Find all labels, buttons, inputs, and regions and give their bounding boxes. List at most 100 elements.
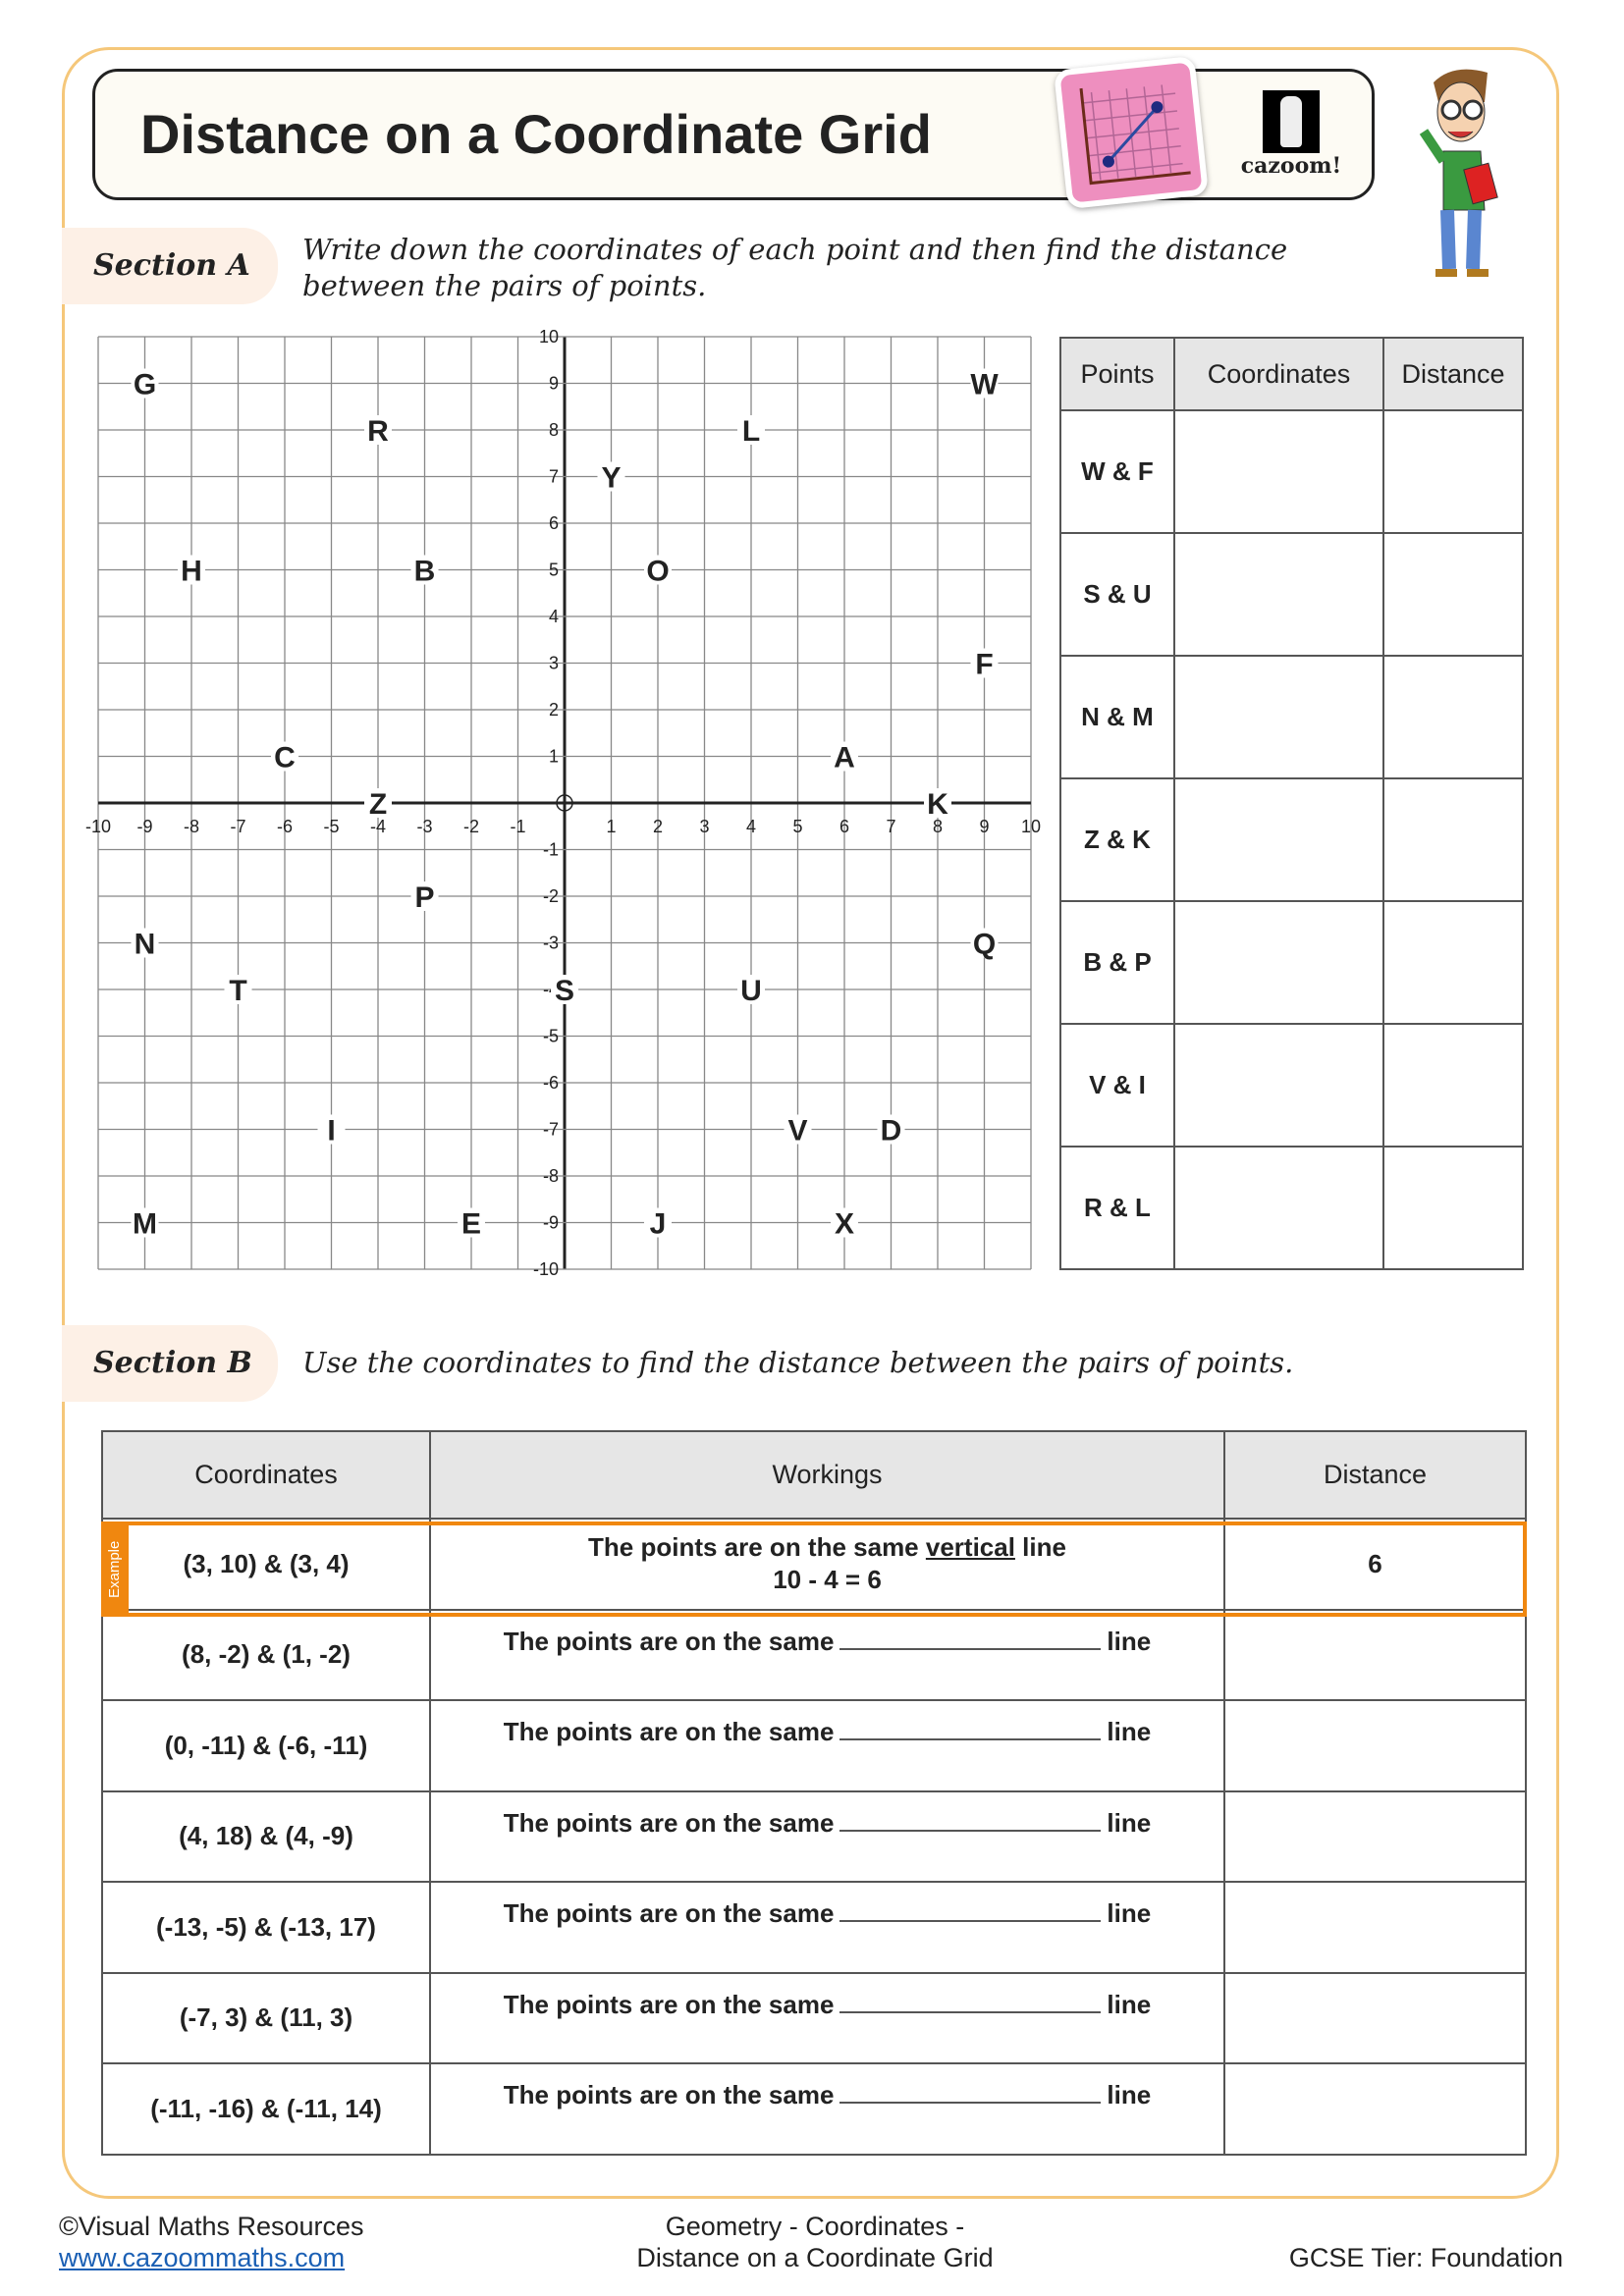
point-label-background xyxy=(924,788,951,818)
distance-answer-cell[interactable] xyxy=(1223,1881,1527,1974)
workings-cell[interactable]: The points are on the same line xyxy=(429,1971,1225,2064)
x-tick-label: -6 xyxy=(277,817,293,836)
point-K: K xyxy=(927,788,948,821)
answer-blank[interactable] xyxy=(839,1808,1102,1832)
y-tick-label: 3 xyxy=(549,654,559,673)
workings-cell[interactable]: The points are on the same line xyxy=(429,1881,1225,1974)
x-tick-label: -7 xyxy=(230,817,245,836)
question-row: (-13, -5) & (-13, 17) The points are on … xyxy=(101,1881,1527,1974)
point-J: J xyxy=(650,1208,667,1241)
y-tick-label: -9 xyxy=(543,1213,559,1233)
distance-answer-cell[interactable] xyxy=(1223,1789,1527,1883)
point-label-background xyxy=(410,881,439,911)
distance-answer-cell[interactable] xyxy=(1382,900,1524,1025)
y-tick-label: -3 xyxy=(543,934,559,953)
coordinates-answer-cell[interactable] xyxy=(1173,1146,1384,1270)
point-label-background xyxy=(551,975,578,1004)
distance-answer-cell[interactable] xyxy=(1382,1146,1524,1270)
x-tick-label: 10 xyxy=(1021,817,1041,836)
example-text: The points are on the same xyxy=(588,1532,926,1563)
footer-website-link[interactable]: www.cazoommaths.com xyxy=(59,2243,346,2272)
coordinates-answer-cell[interactable] xyxy=(1173,1023,1384,1148)
coordinates-answer-cell[interactable] xyxy=(1173,900,1384,1025)
workings-cell[interactable]: The points are on the same line xyxy=(429,1608,1225,1701)
distance-answer-cell[interactable] xyxy=(1382,777,1524,902)
prompt-text: line xyxy=(1107,1989,1152,2019)
prompt-text: The points are on the same xyxy=(503,1898,835,1928)
header-coordinates: Coordinates xyxy=(1173,337,1384,411)
answer-blank[interactable] xyxy=(839,1898,1102,1922)
points-pair: N & M xyxy=(1059,655,1175,779)
point-label-background xyxy=(970,928,999,958)
coordinates-answer-cell[interactable] xyxy=(1173,655,1384,779)
prompt-text: The points are on the same xyxy=(503,1626,835,1656)
x-tick-label: 4 xyxy=(746,817,756,836)
footer-topic-line2: Distance on a Coordinate Grid xyxy=(636,2243,994,2272)
point-M: M xyxy=(133,1208,157,1241)
point-label-background xyxy=(224,975,252,1004)
answer-blank[interactable] xyxy=(839,1990,1102,2013)
y-tick-label: -7 xyxy=(543,1120,559,1140)
point-label-background xyxy=(131,368,159,399)
question-coordinates: (4, 18) & (4, -9) xyxy=(101,1789,431,1883)
distance-answer-cell[interactable] xyxy=(1223,2062,1527,2156)
footer-topic: Geometry - Coordinates - Distance on a C… xyxy=(569,2211,1060,2273)
question-row: (-7, 3) & (11, 3) The points are on the … xyxy=(101,1971,1527,2064)
answer-blank[interactable] xyxy=(839,1717,1102,1740)
distance-answer-cell[interactable] xyxy=(1382,409,1524,534)
y-tick-label: 7 xyxy=(549,467,559,487)
y-tick-label: 9 xyxy=(549,374,559,394)
distance-answer-cell[interactable] xyxy=(1223,1971,1527,2064)
point-Z: Z xyxy=(369,788,387,821)
x-tick-label: -4 xyxy=(370,817,386,836)
point-C: C xyxy=(274,742,296,774)
answer-blank[interactable] xyxy=(839,2080,1102,2104)
points-row: S & U xyxy=(1059,532,1524,657)
y-tick-label: -10 xyxy=(533,1259,559,1279)
point-label-background xyxy=(784,1114,812,1145)
distance-answer-cell[interactable] xyxy=(1223,1699,1527,1792)
point-U: U xyxy=(740,975,762,1007)
point-G: G xyxy=(134,369,156,401)
prompt-text: The points are on the same xyxy=(503,2080,835,2109)
question-coordinates: (-11, -16) & (-11, 14) xyxy=(101,2062,431,2156)
prompt-text: line xyxy=(1107,1626,1152,1656)
point-label-background xyxy=(317,1114,346,1145)
distance-answer-cell[interactable] xyxy=(1382,532,1524,657)
workings-cell[interactable]: The points are on the same line xyxy=(429,2062,1225,2156)
coordinates-answer-cell[interactable] xyxy=(1173,777,1384,902)
point-Y: Y xyxy=(601,462,621,495)
coordinates-answer-cell[interactable] xyxy=(1173,409,1384,534)
y-tick-label: -1 xyxy=(543,840,559,860)
section-a-instruction: Write down the coordinates of each point… xyxy=(302,233,1288,302)
point-S: S xyxy=(555,975,574,1007)
x-tick-label: 7 xyxy=(886,817,895,836)
prompt-text: line xyxy=(1107,1898,1152,1928)
distance-answer-cell[interactable] xyxy=(1382,655,1524,779)
prompt-text: The points are on the same xyxy=(503,1717,835,1746)
points-pair: W & F xyxy=(1059,409,1175,534)
question-coordinates: (0, -11) & (-6, -11) xyxy=(101,1699,431,1792)
workings-cell[interactable]: The points are on the same line xyxy=(429,1789,1225,1883)
question-coordinates: (-7, 3) & (11, 3) xyxy=(101,1971,431,2064)
coordinate-graph-icon xyxy=(1053,55,1210,210)
point-A: A xyxy=(834,742,855,774)
answer-blank[interactable] xyxy=(839,1627,1102,1650)
distance-answer-cell[interactable] xyxy=(1382,1023,1524,1148)
footer-tier: GCSE Tier: Foundation xyxy=(1288,2243,1563,2272)
prompt-text: The points are on the same xyxy=(503,1989,835,2019)
example-answer-word: vertical xyxy=(925,1532,1015,1563)
y-tick-label: -5 xyxy=(543,1027,559,1046)
workings-cell[interactable]: The points are on the same line xyxy=(429,1699,1225,1792)
x-tick-label: -2 xyxy=(463,817,479,836)
point-label-background xyxy=(831,1207,858,1238)
points-row: W & F xyxy=(1059,409,1524,534)
footer-topic-line1: Geometry - Coordinates - xyxy=(665,2212,965,2241)
example-distance: 6 xyxy=(1223,1518,1527,1611)
distance-answer-cell[interactable] xyxy=(1223,1608,1527,1701)
point-label-background xyxy=(970,648,999,678)
points-row: Z & K xyxy=(1059,777,1524,902)
question-row: (4, 18) & (4, -9) The points are on the … xyxy=(101,1789,1527,1883)
coordinates-answer-cell[interactable] xyxy=(1173,532,1384,657)
section-b-instruction: Use the coordinates to find the distance… xyxy=(302,1346,1294,1379)
